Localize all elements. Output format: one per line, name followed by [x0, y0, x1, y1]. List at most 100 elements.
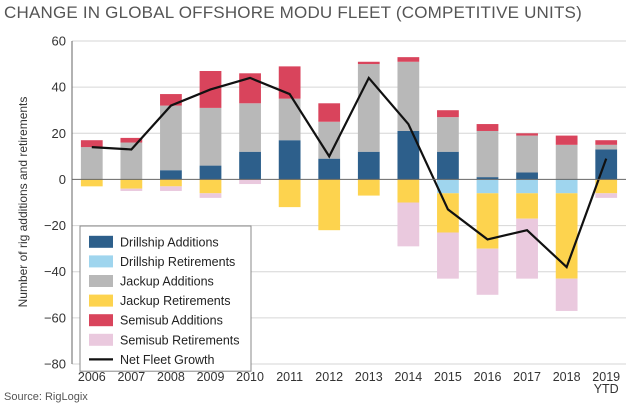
x-tick-label: 2018 — [553, 370, 581, 384]
legend-label-jackup-retirements: Jackup Retirements — [120, 294, 230, 308]
bar-jackup-retirements — [437, 193, 459, 233]
bar-jackup-retirements — [516, 193, 538, 219]
bar-jackup-additions — [160, 105, 182, 171]
x-tick-label: 2017 — [513, 370, 541, 384]
y-tick-label: 40 — [52, 80, 66, 95]
bar-semisub-additions — [555, 135, 578, 145]
x-tick-label: 2008 — [157, 370, 185, 384]
bar-semisub-additions — [160, 94, 182, 106]
bar-semisub-retirements — [239, 179, 261, 185]
x-tick-label: 2006 — [78, 370, 106, 384]
x-tick-label: 2010 — [236, 370, 264, 384]
bar-drillship-additions — [476, 177, 499, 180]
legend-swatch-drillship-additions — [89, 235, 113, 248]
y-tick-label: 60 — [52, 34, 66, 49]
bar-jackup-additions — [80, 147, 103, 180]
bar-drillship-retirements — [437, 179, 459, 194]
bar-jackup-retirements — [199, 179, 222, 194]
legend-label-net-fleet-growth: Net Fleet Growth — [120, 353, 215, 367]
bar-semisub-retirements — [397, 202, 420, 247]
bars — [80, 57, 618, 311]
bar-jackup-additions — [555, 144, 578, 180]
bar-semisub-retirements — [555, 278, 578, 311]
x-tick-label: 2007 — [117, 370, 145, 384]
bar-drillship-retirements — [476, 179, 499, 194]
bar-semisub-retirements — [160, 186, 182, 191]
bar-semisub-retirements — [120, 188, 143, 191]
x-tick-label: 2016 — [474, 370, 502, 384]
bar-jackup-retirements — [595, 179, 618, 194]
bar-jackup-retirements — [80, 179, 103, 187]
bar-jackup-additions — [357, 64, 380, 152]
bar-semisub-additions — [278, 66, 301, 99]
bar-jackup-additions — [437, 117, 459, 152]
bar-semisub-additions — [397, 57, 420, 62]
bar-jackup-additions — [199, 107, 222, 166]
legend-label-jackup-additions: Jackup Additions — [120, 275, 214, 289]
y-axis-label: Number of rig additions and retirements — [16, 97, 30, 308]
bar-drillship-additions — [397, 130, 420, 180]
x-tick-label: 2011 — [276, 370, 303, 384]
bar-jackup-retirements — [555, 193, 578, 279]
y-tick-label: 20 — [52, 126, 66, 141]
x-tick-label: 2014 — [394, 370, 422, 384]
line-net-fleet-growth — [91, 75, 608, 270]
x-tick-label: 2013 — [355, 370, 383, 384]
legend-label-semisub-retirements: Semisub Retirements — [120, 333, 240, 347]
bar-jackup-additions — [516, 135, 538, 173]
bar-drillship-retirements — [555, 179, 578, 194]
x-tick-label: 2015 — [434, 370, 462, 384]
bar-jackup-retirements — [160, 179, 182, 187]
bar-drillship-additions — [595, 149, 618, 180]
bar-drillship-additions — [318, 158, 341, 180]
y-tick-labels: 60 40 20 0 −20 −40 −60 −80 — [44, 34, 66, 372]
legend: Drillship Additions Drillship Retirements… — [79, 225, 252, 372]
bar-semisub-retirements — [199, 193, 222, 198]
legend-swatch-jackup-additions — [89, 275, 113, 287]
bar-drillship-additions — [199, 165, 222, 180]
y-tick-label: −60 — [44, 310, 66, 325]
bar-semisub-retirements — [476, 248, 499, 295]
x-tick-label: 2012 — [315, 370, 343, 384]
bar-semisub-additions — [318, 103, 341, 122]
legend-label-semisub-additions: Semisub Additions — [120, 314, 223, 328]
bar-jackup-retirements — [278, 179, 301, 208]
bar-drillship-additions — [516, 172, 538, 180]
bar-jackup-additions — [278, 98, 301, 141]
bar-jackup-additions — [397, 61, 420, 131]
bar-drillship-additions — [437, 151, 459, 180]
x-tick-label: YTD — [594, 382, 619, 396]
bar-semisub-additions — [516, 133, 538, 136]
y-tick-label: −80 — [44, 357, 66, 372]
y-tick-label: −40 — [44, 264, 66, 279]
legend-swatch-semisub-retirements — [89, 333, 113, 346]
bar-jackup-retirements — [318, 179, 341, 231]
bar-semisub-additions — [595, 140, 618, 145]
bar-drillship-additions — [357, 151, 380, 180]
bar-semisub-additions — [80, 140, 103, 148]
bar-drillship-retirements — [516, 179, 538, 194]
bar-semisub-additions — [357, 61, 380, 65]
bar-semisub-additions — [437, 110, 459, 118]
y-tick-label: 0 — [59, 172, 66, 187]
x-tick-label: 2019 — [592, 370, 620, 384]
x-tick-label: 2009 — [197, 370, 225, 384]
bar-jackup-retirements — [397, 179, 420, 203]
bar-semisub-retirements — [595, 193, 618, 198]
chart-title: CHANGE IN GLOBAL OFFSHORE MODU FLEET (CO… — [4, 3, 582, 22]
bar-semisub-retirements — [437, 232, 459, 279]
bar-drillship-additions — [160, 170, 182, 180]
legend-swatch-drillship-retirements — [89, 255, 113, 268]
bar-drillship-additions — [278, 140, 301, 180]
bar-jackup-additions — [120, 142, 143, 180]
bar-semisub-retirements — [516, 218, 538, 279]
source-note: Source: RigLogix — [4, 391, 88, 403]
y-tick-label: −20 — [44, 218, 66, 233]
bar-semisub-additions — [120, 137, 143, 143]
net-fleet-growth-line-group — [91, 75, 608, 270]
bar-jackup-additions — [239, 103, 261, 152]
x-tick-labels: 2006 2007 2008 2009 2010 2011 2012 2013 2014 2015… — [78, 370, 620, 396]
legend-label-drillship-additions: Drillship Additions — [120, 235, 219, 249]
bar-jackup-additions — [476, 130, 499, 178]
